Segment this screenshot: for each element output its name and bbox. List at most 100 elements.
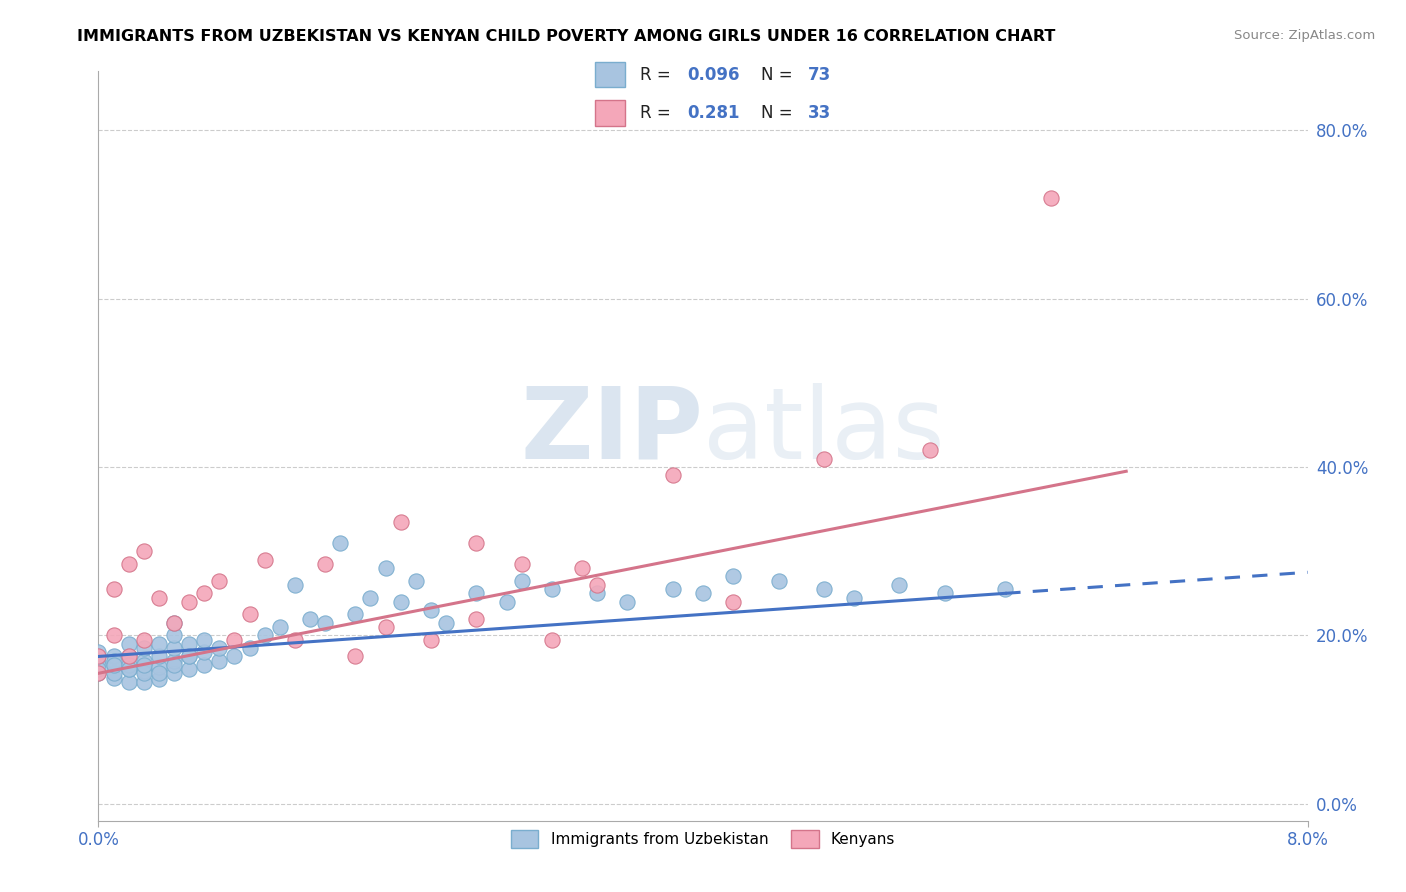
Point <box>118 637 141 651</box>
Legend: Immigrants from Uzbekistan, Kenyans: Immigrants from Uzbekistan, Kenyans <box>505 824 901 855</box>
Text: ZIP: ZIP <box>520 383 703 480</box>
Point <box>148 591 170 605</box>
Point <box>118 649 141 664</box>
Point <box>420 603 443 617</box>
Point <box>179 649 201 664</box>
Point <box>163 641 186 656</box>
Point <box>87 645 110 659</box>
Point <box>87 662 110 676</box>
Text: 0.281: 0.281 <box>688 103 740 122</box>
Point <box>103 666 125 681</box>
Text: atlas: atlas <box>703 383 945 480</box>
FancyBboxPatch shape <box>595 100 624 126</box>
Point <box>844 591 866 605</box>
Point <box>87 654 110 668</box>
Point <box>132 666 155 681</box>
Point <box>344 607 367 622</box>
Point <box>193 586 215 600</box>
Point <box>918 443 941 458</box>
Point <box>239 641 262 656</box>
Point <box>586 578 609 592</box>
Point <box>253 552 276 566</box>
Point <box>224 632 246 647</box>
Point <box>405 574 427 588</box>
Text: 73: 73 <box>808 66 831 84</box>
Point <box>208 654 231 668</box>
Point <box>314 557 336 571</box>
Point <box>344 649 367 664</box>
Point <box>465 536 488 550</box>
Point <box>661 582 683 596</box>
Point <box>661 468 683 483</box>
Text: 33: 33 <box>808 103 831 122</box>
Point <box>118 662 141 676</box>
Point <box>329 536 352 550</box>
Point <box>193 632 215 647</box>
Point <box>132 654 155 668</box>
Point <box>692 586 714 600</box>
Point <box>420 632 443 647</box>
Text: IMMIGRANTS FROM UZBEKISTAN VS KENYAN CHILD POVERTY AMONG GIRLS UNDER 16 CORRELAT: IMMIGRANTS FROM UZBEKISTAN VS KENYAN CHI… <box>77 29 1056 44</box>
Point <box>723 595 745 609</box>
Point <box>314 615 336 630</box>
Point <box>103 671 125 685</box>
Point <box>148 637 170 651</box>
Point <box>465 611 488 625</box>
Point <box>299 611 322 625</box>
Point <box>208 641 231 656</box>
Point <box>118 557 141 571</box>
Point <box>103 582 125 596</box>
Point <box>118 649 141 664</box>
Point <box>163 654 186 668</box>
Point <box>768 574 790 588</box>
Point <box>163 615 186 630</box>
Point <box>540 632 562 647</box>
Text: N =: N = <box>761 66 797 84</box>
Text: 0.096: 0.096 <box>688 66 740 84</box>
Point <box>813 451 835 466</box>
Point <box>87 657 110 672</box>
Point <box>87 649 110 664</box>
Point <box>163 628 186 642</box>
Point <box>495 595 517 609</box>
Point <box>179 649 201 664</box>
Point <box>284 578 307 592</box>
Point <box>118 674 141 689</box>
Point <box>360 591 382 605</box>
Point <box>239 607 262 622</box>
Point <box>132 664 155 678</box>
Point <box>1039 191 1062 205</box>
Point <box>148 660 170 674</box>
Point <box>148 672 170 686</box>
Point <box>193 657 215 672</box>
Point <box>723 569 745 583</box>
Text: Source: ZipAtlas.com: Source: ZipAtlas.com <box>1234 29 1375 42</box>
Point <box>132 632 155 647</box>
Point <box>179 595 201 609</box>
Point <box>163 615 186 630</box>
Point <box>103 654 125 668</box>
Point <box>389 595 412 609</box>
Point <box>179 662 201 676</box>
Point <box>224 649 246 664</box>
Text: R =: R = <box>640 66 676 84</box>
Point <box>118 662 141 676</box>
Point <box>934 586 956 600</box>
Point <box>510 574 533 588</box>
Point <box>179 637 201 651</box>
Point <box>616 595 638 609</box>
Point <box>132 657 155 672</box>
Point <box>389 515 412 529</box>
Point <box>163 657 186 672</box>
Point <box>103 657 125 672</box>
Point <box>132 544 155 558</box>
Point <box>118 657 141 672</box>
Point <box>193 645 215 659</box>
Text: N =: N = <box>761 103 797 122</box>
Point <box>132 641 155 656</box>
Point <box>374 561 396 575</box>
Point <box>253 628 276 642</box>
Point <box>586 586 609 600</box>
Point <box>540 582 562 596</box>
Point <box>510 557 533 571</box>
